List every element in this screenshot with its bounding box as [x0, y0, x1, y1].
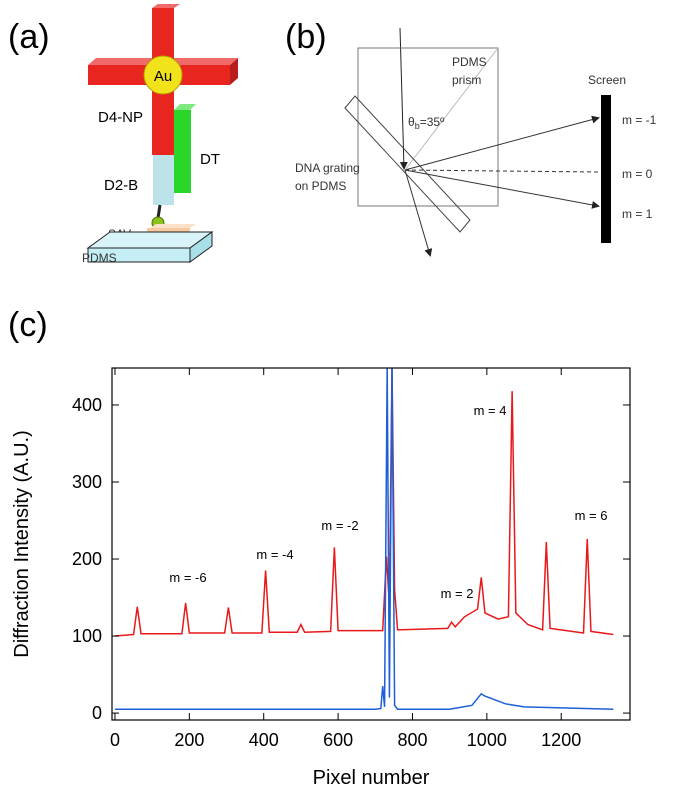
label: PDMS [82, 251, 117, 265]
annotation: m = 4 [474, 403, 507, 418]
shape [150, 224, 196, 228]
label: m = -1 [622, 113, 657, 127]
label: D4-NP [98, 109, 143, 126]
plot-frame [111, 367, 631, 721]
shape [189, 231, 213, 263]
label: θ [408, 115, 415, 129]
data-line [114, 368, 614, 637]
shape [230, 58, 238, 85]
label: PDMS [452, 55, 487, 69]
x-tick-label: 0 [110, 730, 120, 750]
x-axis-label: Pixel number [313, 767, 430, 789]
x-tick-label: 600 [323, 730, 353, 750]
y-tick-label: 200 [72, 549, 102, 569]
label: DT [200, 151, 220, 168]
label: m = 0 [622, 167, 653, 181]
label: =35º [420, 115, 445, 129]
shape [153, 155, 174, 205]
panel-label: (a) [8, 18, 50, 56]
label: prism [452, 73, 481, 87]
linker [156, 204, 162, 219]
series-group [114, 368, 614, 710]
ray [404, 47, 499, 171]
x-tick-label: 1000 [467, 730, 507, 750]
grating [344, 95, 471, 233]
label: DNA grating [295, 161, 360, 175]
x-tick-label: 1200 [541, 730, 581, 750]
label: on PDMS [295, 179, 346, 193]
x-tick-label: 800 [397, 730, 427, 750]
panel-b: (b) PDMS prism θb=35º DNA grating on PDM… [285, 18, 657, 257]
annotation: m = -6 [169, 570, 206, 585]
ray [404, 115, 600, 171]
gold-np [143, 55, 183, 95]
annotation: m = 2 [441, 586, 474, 601]
annotation: m = -4 [256, 547, 293, 562]
y-tick-label: 300 [72, 472, 102, 492]
prism [357, 47, 499, 207]
shape [174, 104, 196, 110]
panel-a: (a) Au D4-NP DT D2-B SAV PDMS [8, 4, 238, 265]
ray [404, 169, 433, 257]
data-line [114, 368, 614, 710]
shape [174, 110, 191, 193]
x-tick-label: 200 [174, 730, 204, 750]
ray [404, 169, 600, 209]
panel-label: (c) [8, 306, 48, 344]
panel-label: (b) [285, 18, 327, 56]
shape [152, 4, 180, 8]
ray [404, 169, 599, 173]
label: Screen [588, 73, 626, 87]
annotation: m = 6 [575, 508, 608, 523]
label: Au [154, 68, 172, 85]
y-tick-label: 400 [72, 395, 102, 415]
y-axis-label: Diffraction Intensity (A.U.) [11, 430, 33, 657]
y-tick-label: 100 [72, 626, 102, 646]
ray [399, 27, 408, 170]
annotation: m = -2 [321, 518, 358, 533]
y-tick-label: 0 [92, 703, 102, 723]
label: m = 1 [622, 207, 653, 221]
screen [601, 95, 611, 243]
x-tick-label: 400 [249, 730, 279, 750]
label: θb=35º [408, 115, 445, 131]
plot: 0 200 400 600 800 1000 1200 0 100 200 300 400 m = -6… [72, 367, 631, 750]
label: D2-B [104, 177, 138, 194]
label: b [415, 121, 420, 131]
